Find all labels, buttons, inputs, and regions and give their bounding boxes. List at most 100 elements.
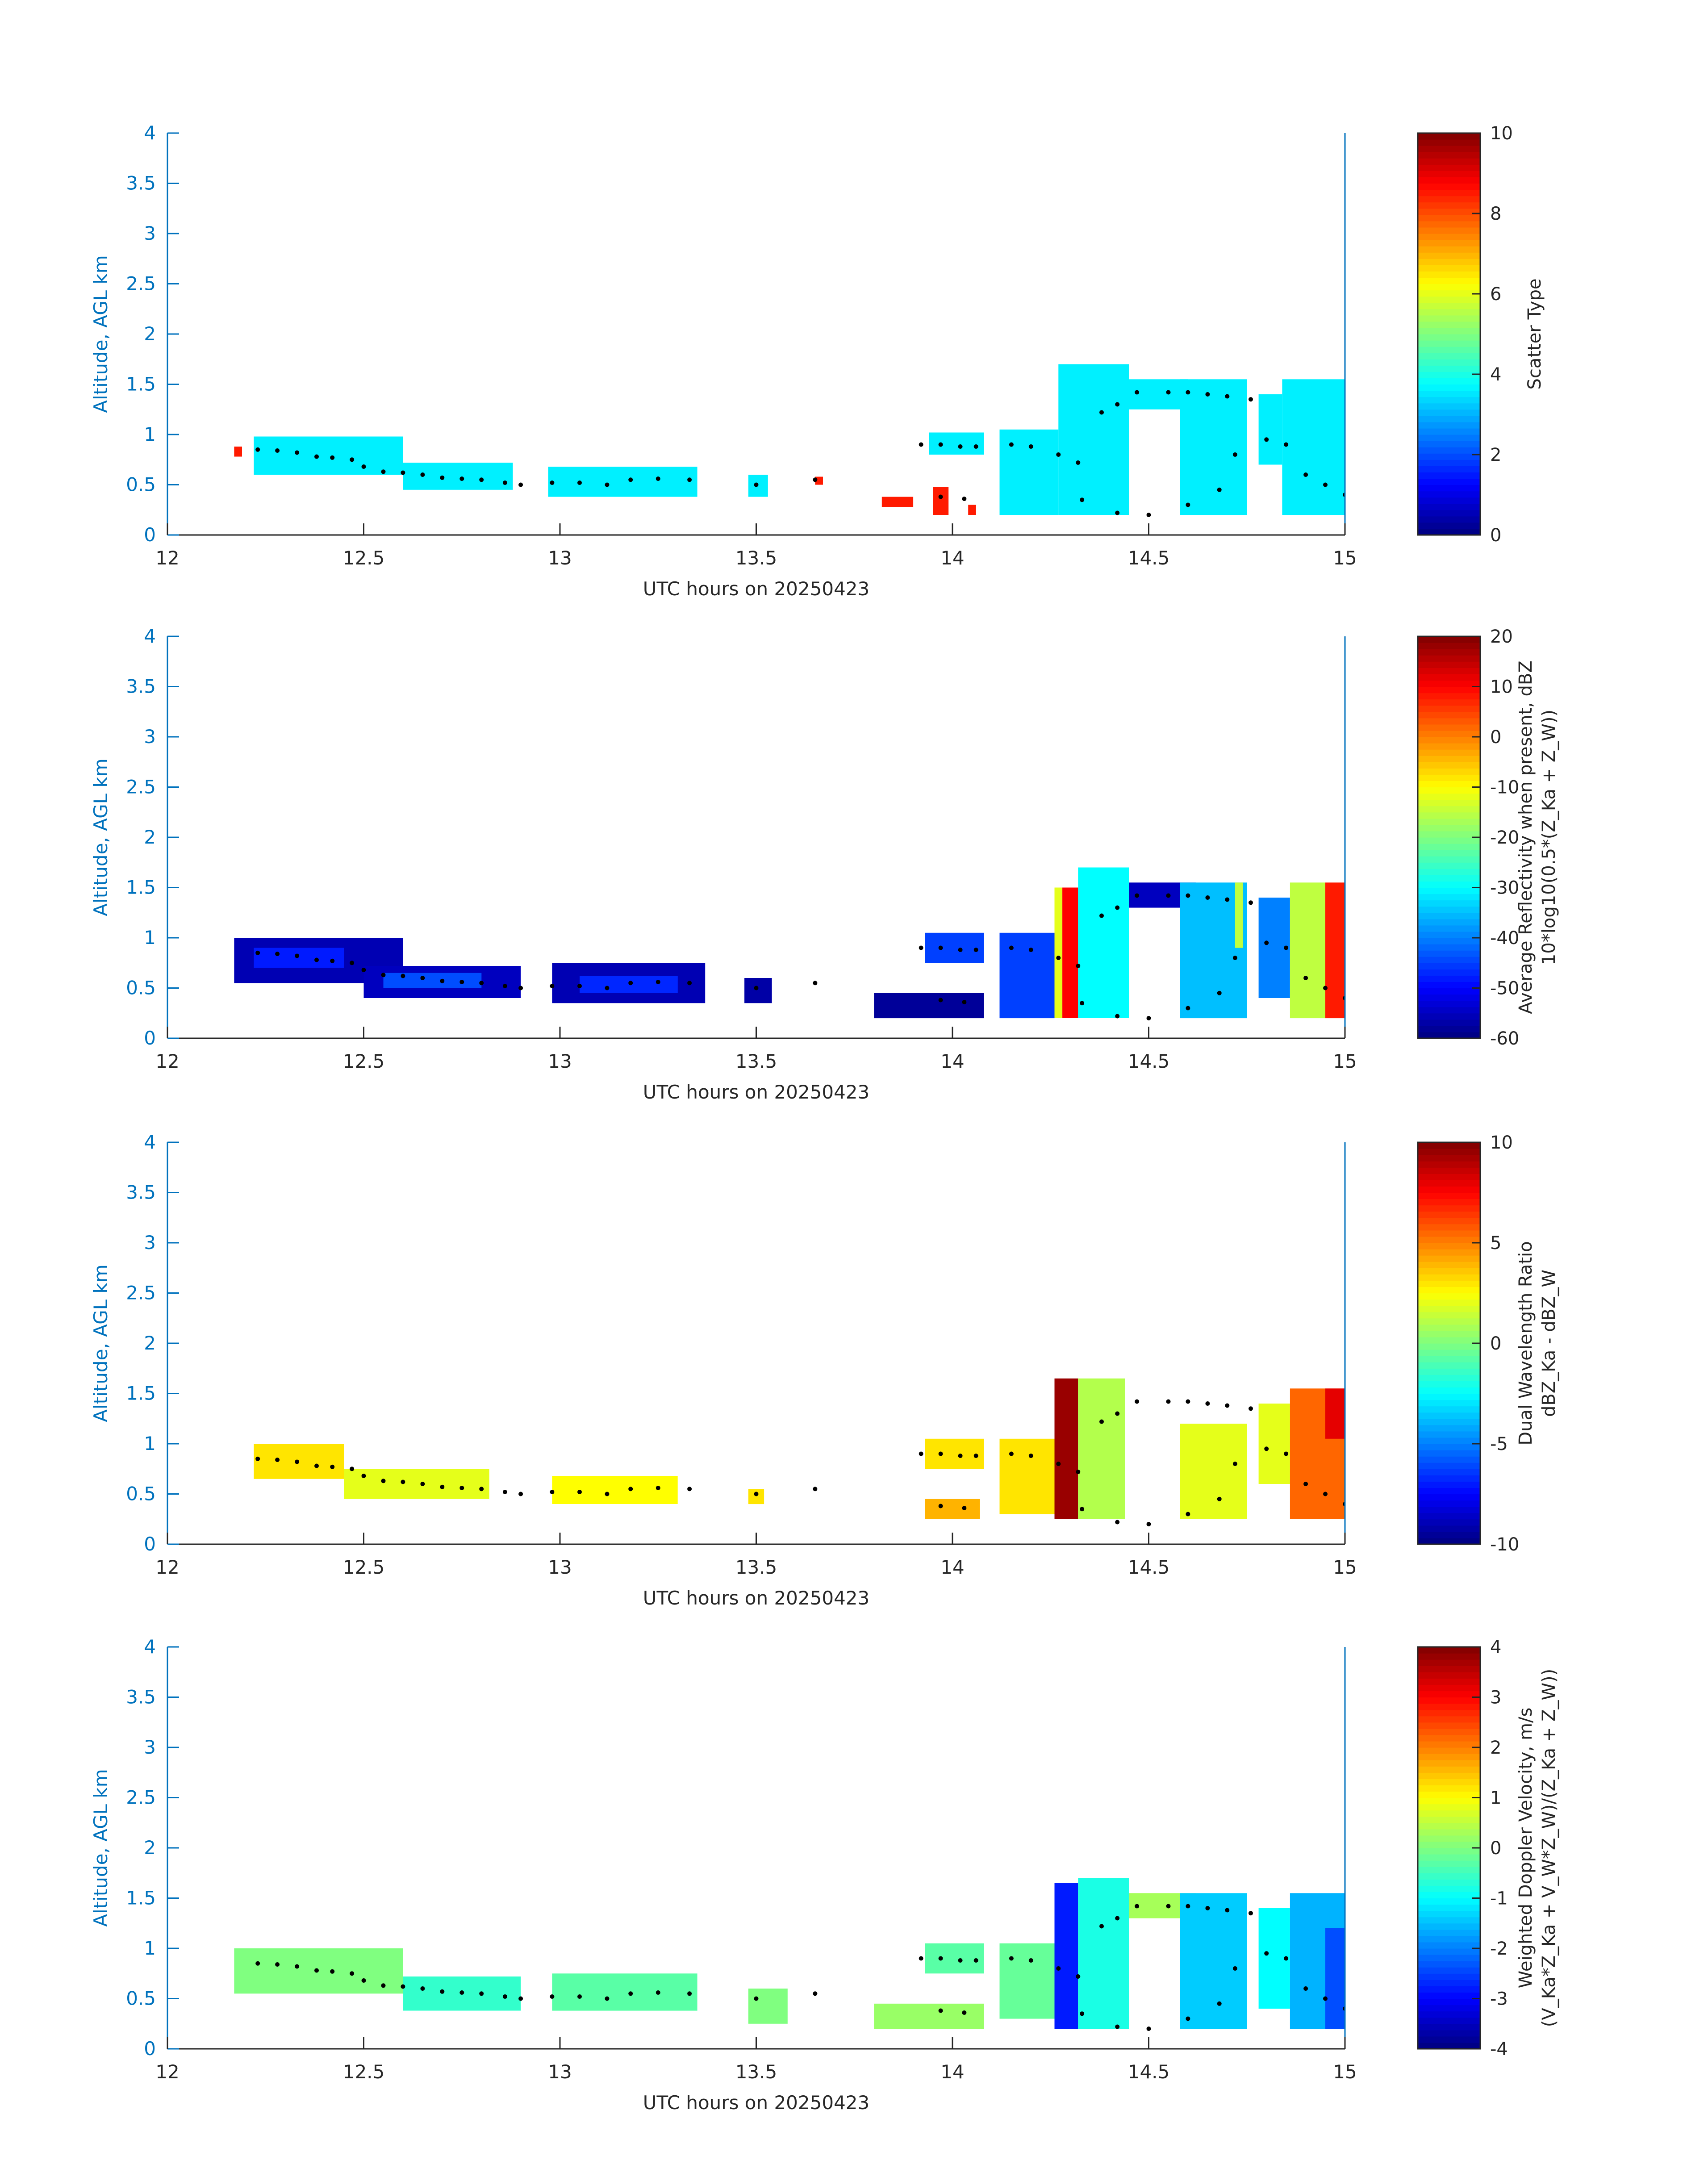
- sounding-path-dot: [275, 448, 280, 453]
- colorbar-swatch: [1418, 240, 1480, 247]
- colorbar-swatch: [1418, 1822, 1480, 1830]
- colorbar-swatch: [1418, 1236, 1480, 1243]
- heatmap-cell: [1325, 882, 1345, 1019]
- colorbar-swatch: [1418, 1418, 1480, 1425]
- colorbar-swatch: [1418, 2005, 1480, 2012]
- sounding-path-dot: [420, 1986, 425, 1991]
- x-tick-label: 12: [155, 1556, 179, 1578]
- colorbar-swatch: [1418, 522, 1480, 529]
- sounding-path-dot: [687, 981, 692, 986]
- colorbar-swatch: [1418, 2017, 1480, 2024]
- y-tick-label: 4: [144, 1636, 156, 1658]
- y-tick-label: 0.5: [126, 474, 156, 496]
- sounding-path-dot: [1323, 482, 1328, 487]
- sounding-path-dot: [1028, 948, 1033, 952]
- x-tick-label: 14.5: [1128, 1556, 1170, 1578]
- heatmap-fields: [234, 364, 1345, 515]
- y-tick-label: 4: [144, 122, 156, 144]
- x-tick-label: 12.5: [343, 547, 385, 569]
- colorbar-swatch: [1418, 1722, 1480, 1729]
- colorbar-swatch: [1418, 214, 1480, 221]
- sounding-path-dot: [605, 1492, 610, 1496]
- y-tick-label: 2.5: [126, 1282, 156, 1304]
- sounding-path-dot: [502, 1490, 507, 1494]
- sounding-path-dot: [255, 950, 260, 955]
- sounding-path-dot: [958, 1454, 963, 1458]
- sounding-path-dot: [962, 1506, 967, 1510]
- y-tick-label: 1.5: [126, 1887, 156, 1909]
- heatmap-cell: [1054, 887, 1063, 1018]
- colorbar-swatch: [1418, 271, 1480, 278]
- colorbar-swatch: [1418, 1274, 1480, 1281]
- colorbar-swatch: [1418, 1287, 1480, 1294]
- sounding-path-dot: [813, 981, 818, 986]
- y-axis-label: Altitude, AGL km: [90, 758, 112, 916]
- colorbar-swatch: [1418, 2011, 1480, 2018]
- sounding-path-dot: [754, 1996, 759, 2001]
- colorbar-tick-label: 6: [1490, 284, 1501, 305]
- colorbar-swatch: [1418, 711, 1480, 719]
- sounding-path-dot: [1009, 1451, 1014, 1456]
- sounding-path-dot: [1205, 1906, 1210, 1910]
- y-tick-label: 3: [144, 222, 156, 244]
- sounding-path-dot: [962, 497, 967, 501]
- colorbar-swatch: [1418, 460, 1480, 466]
- colorbar-tick-label: -10: [1490, 777, 1519, 798]
- sounding-path-dots: [255, 390, 1345, 517]
- colorbar-tick-label: 20: [1490, 627, 1513, 647]
- x-tick-label: 14.5: [1128, 547, 1170, 569]
- heatmap-cell: [1078, 867, 1129, 1018]
- sounding-path-dot: [255, 1456, 260, 1461]
- colorbar: -60 -50 -40 -30 -20 -10 0 10 20: [1417, 627, 1519, 1049]
- y-tick-label: 1: [144, 1937, 156, 1959]
- sounding-path-dot: [1284, 442, 1289, 447]
- sounding-path-dot: [938, 1451, 943, 1456]
- heatmap-cell: [1325, 1928, 1345, 2029]
- sounding-path-dot: [1303, 472, 1308, 477]
- sounding-path-dot: [275, 1458, 280, 1462]
- y-tick-label: 1.5: [126, 877, 156, 898]
- sounding-path-dot: [754, 482, 759, 487]
- sounding-path-dot: [938, 494, 943, 499]
- colorbar-swatch: [1418, 152, 1480, 159]
- colorbar-swatch: [1418, 643, 1480, 649]
- sounding-path-dot: [1115, 1014, 1120, 1019]
- heatmap-cell: [925, 1943, 984, 1974]
- colorbar-swatch: [1418, 994, 1480, 1001]
- colorbar-swatch: [1418, 491, 1480, 498]
- y-tick-label: 0: [144, 1533, 156, 1555]
- colorbar-swatch: [1418, 919, 1480, 926]
- colorbar-swatch: [1418, 693, 1480, 700]
- sounding-path-dot: [459, 1990, 464, 1995]
- colorbar-swatch: [1418, 1929, 1480, 1936]
- colorbar-swatch: [1418, 485, 1480, 492]
- sounding-path-dot: [314, 454, 319, 459]
- colorbar-swatch: [1418, 762, 1480, 769]
- sounding-path-dot: [420, 472, 425, 477]
- colorbar-swatch: [1418, 1312, 1480, 1319]
- sounding-path-dot: [1232, 1462, 1237, 1466]
- colorbar-swatch: [1418, 164, 1480, 171]
- colorbar-swatch: [1418, 503, 1480, 510]
- y-tick-label: 3.5: [126, 1686, 156, 1708]
- sounding-path-dot: [938, 945, 943, 950]
- colorbar-swatch: [1418, 227, 1480, 234]
- colorbar-tick-label: 0: [1490, 1333, 1501, 1354]
- sounding-path-dot: [381, 1479, 386, 1483]
- colorbar-swatch: [1418, 510, 1480, 517]
- sounding-path-dot: [401, 1479, 405, 1484]
- colorbar-swatch: [1418, 799, 1480, 806]
- colorbar-swatch: [1418, 718, 1480, 725]
- heatmap-cell: [552, 1973, 697, 2011]
- colorbar-swatch: [1418, 1892, 1480, 1899]
- colorbar-swatch: [1418, 177, 1480, 184]
- colorbar-swatch: [1418, 1923, 1480, 1930]
- sounding-path-dot: [1225, 1908, 1230, 1913]
- sounding-path-dot: [1249, 1911, 1253, 1916]
- sounding-path-dot: [1076, 964, 1081, 968]
- sounding-path-dot: [1135, 1904, 1140, 1909]
- y-tick-label: 0.5: [126, 1483, 156, 1505]
- colorbar-swatch: [1418, 900, 1480, 907]
- sounding-path-dot: [973, 444, 978, 449]
